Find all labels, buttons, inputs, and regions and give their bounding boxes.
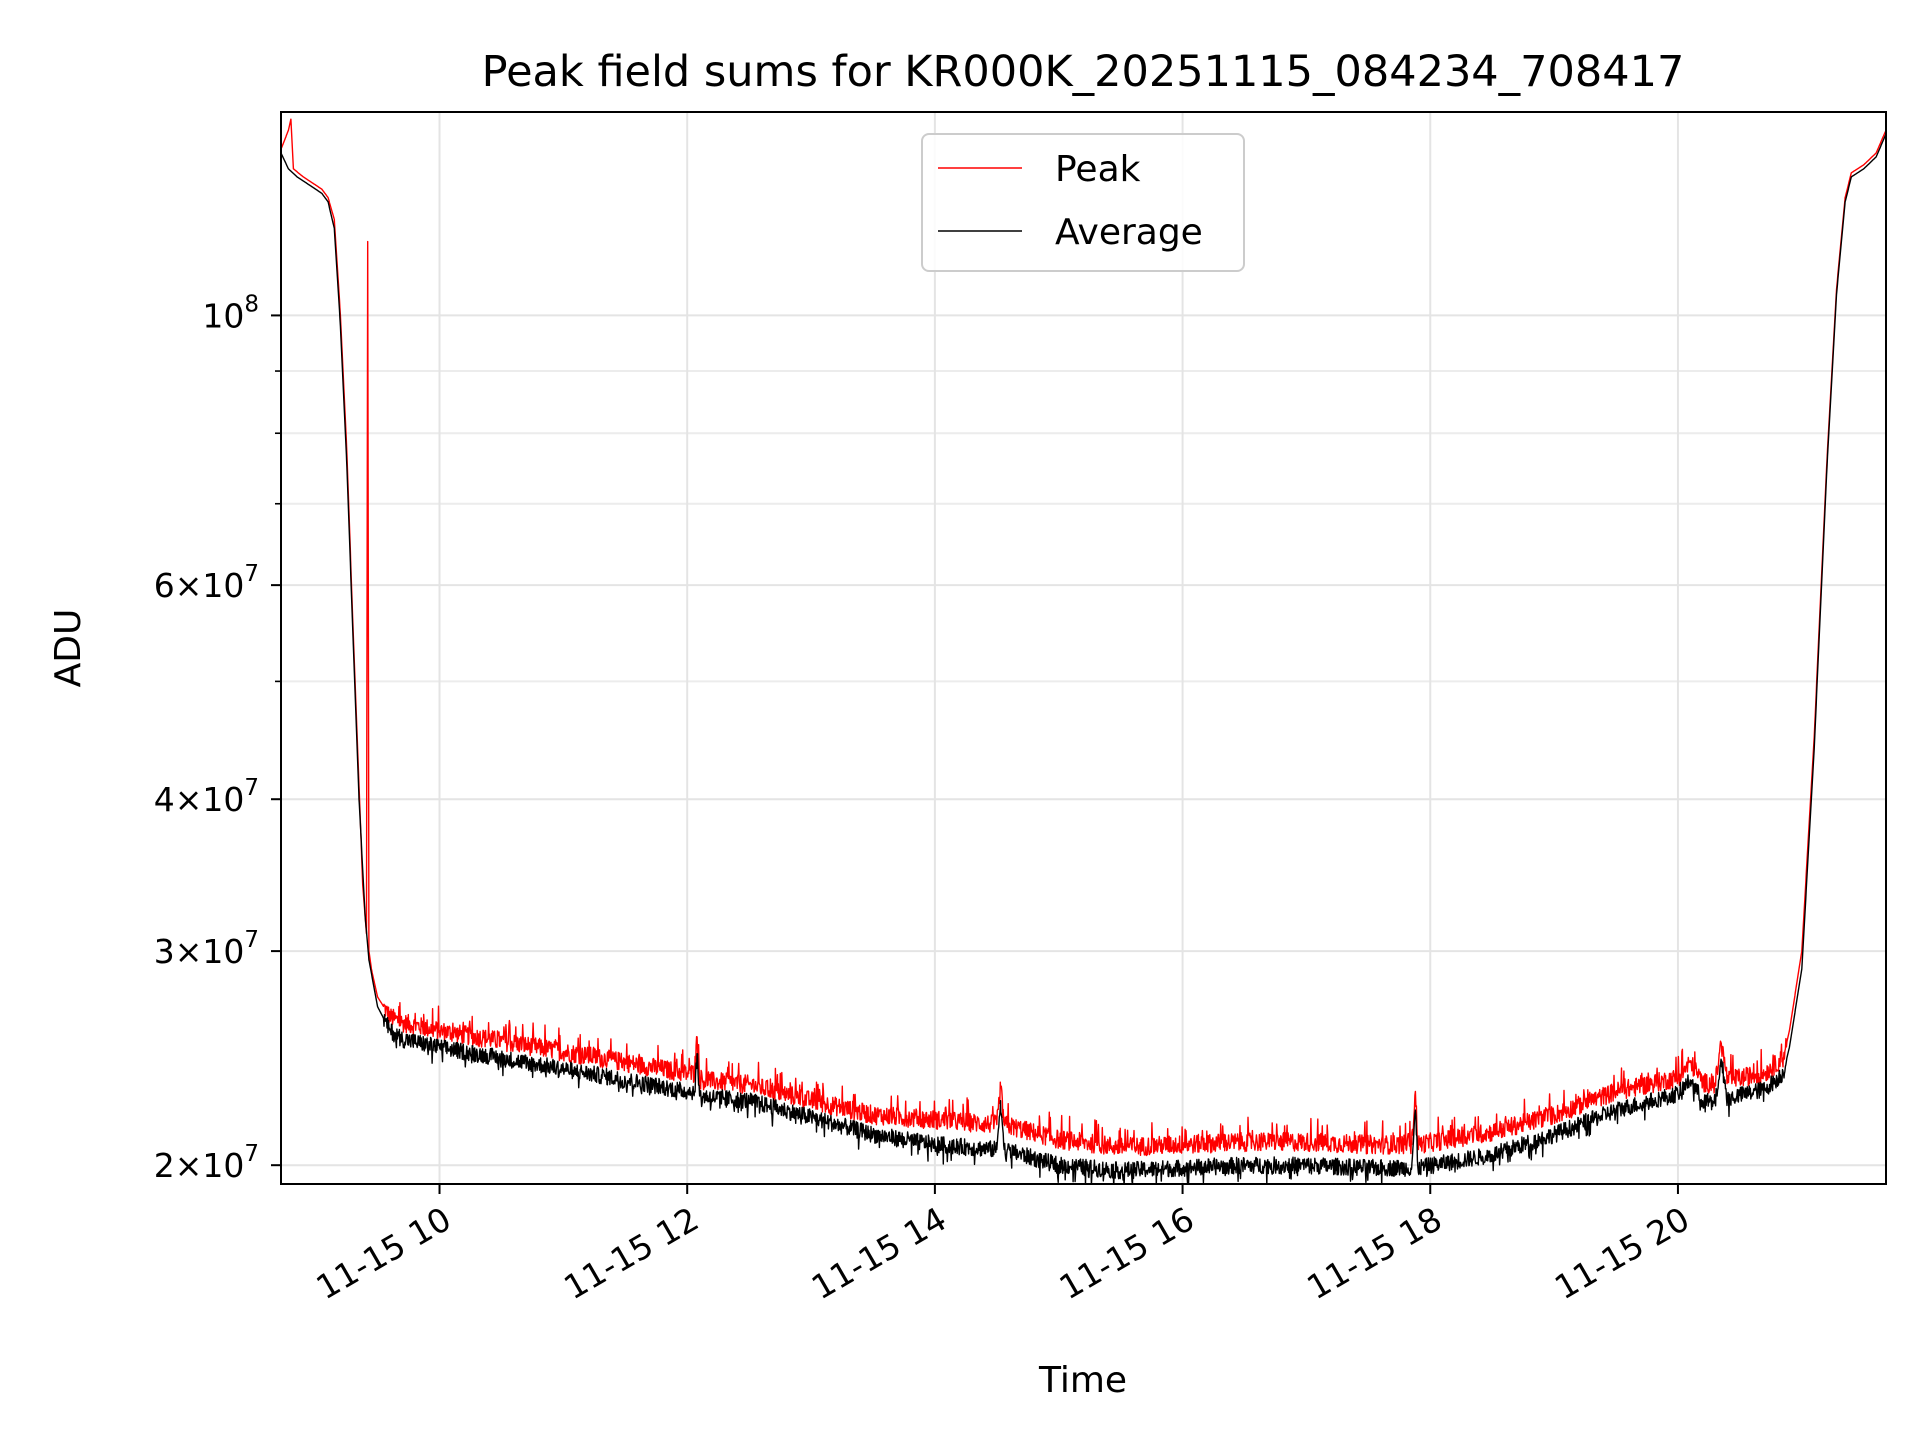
y-axis-label: ADU (48, 609, 89, 688)
grid (281, 112, 1886, 1184)
legend-label-peak: Peak (1055, 149, 1141, 190)
chart-title: Peak field sums for KR000K_20251115_0842… (482, 47, 1685, 97)
y-tick-label: 2×107 (154, 1141, 259, 1185)
series-layer (281, 118, 1886, 1184)
series-line-peak (281, 118, 1886, 1157)
y-tick-label: 108 (202, 291, 259, 335)
series-line-average (281, 133, 1886, 1184)
y-tick-label: 4×107 (154, 775, 259, 819)
legend: Peak Average (921, 133, 1245, 272)
x-axis-label: Time (1038, 1360, 1127, 1401)
y-tick-label: 3×107 (154, 927, 259, 971)
legend-label-average: Average (1055, 212, 1203, 253)
y-tick-label: 6×107 (154, 561, 259, 605)
plot-frame (280, 111, 1887, 1185)
